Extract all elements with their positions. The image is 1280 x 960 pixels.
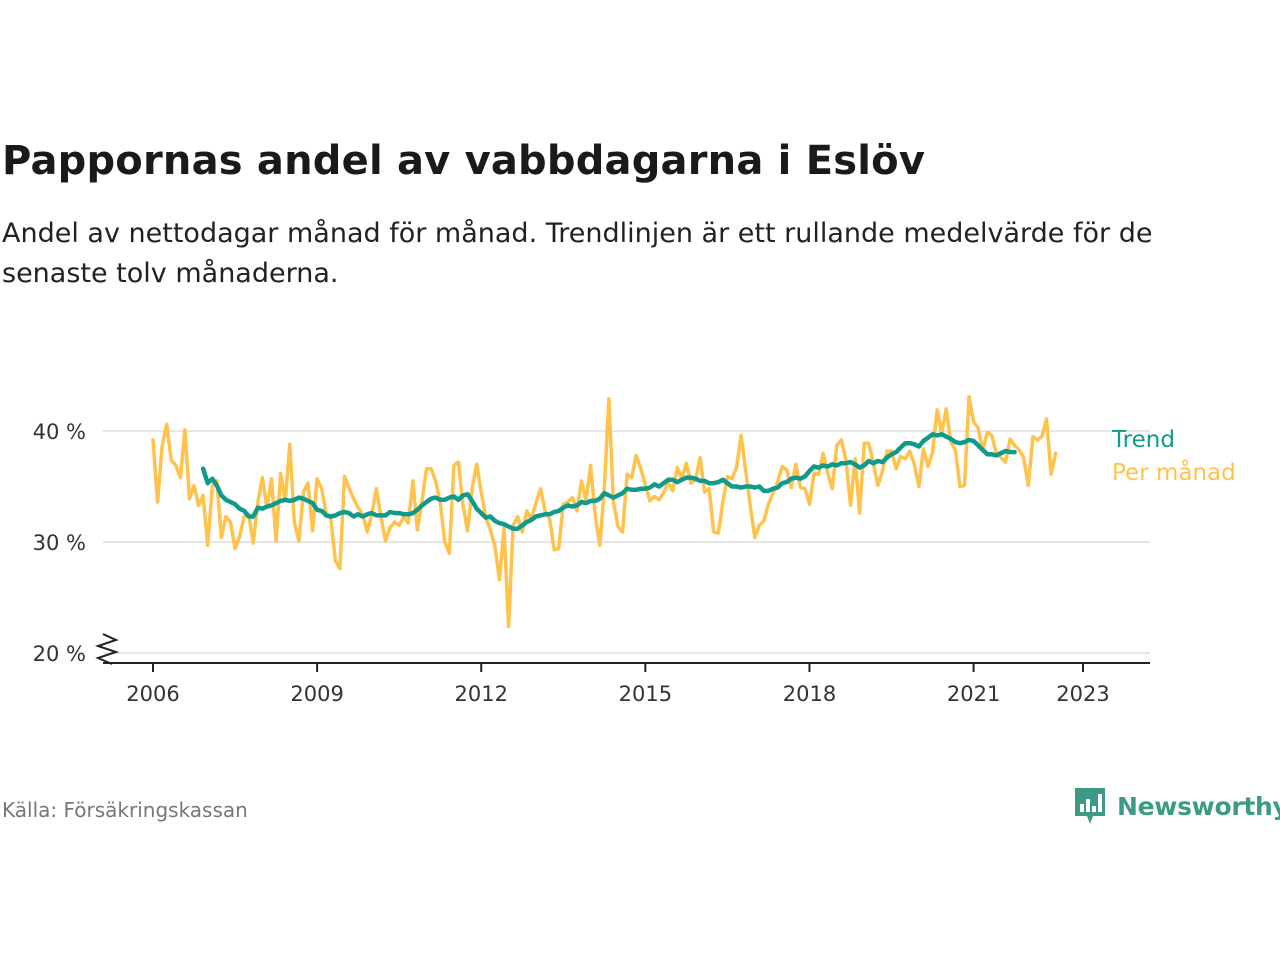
bar-chart-speech-bubble-icon bbox=[1075, 788, 1105, 824]
x-tick-label: 2012 bbox=[455, 682, 508, 706]
trend-line bbox=[200, 432, 1017, 531]
y-axis-ticks: 20 % 30 % 40 % bbox=[33, 420, 86, 666]
y-tick-label: 20 % bbox=[33, 642, 86, 666]
legend-trend-label: Trend bbox=[1111, 427, 1175, 453]
chart-title: Pappornas andel av vabbdagarna i Eslöv bbox=[2, 138, 926, 184]
brand-name: Newsworthy bbox=[1117, 791, 1280, 821]
x-axis-ticks: 2006 2009 2012 2015 2018 2021 2023 bbox=[126, 663, 1110, 706]
newsworthy-logo: Newsworthy bbox=[1073, 786, 1280, 826]
monthly-line bbox=[151, 394, 1058, 629]
x-tick-label: 2015 bbox=[619, 682, 672, 706]
x-tick-label: 2006 bbox=[126, 682, 179, 706]
x-tick-label: 2018 bbox=[783, 682, 836, 706]
chart-subtitle: Andel av nettodagar månad för månad. Tre… bbox=[2, 218, 1153, 289]
legend: Per månad Trend bbox=[1111, 427, 1236, 486]
x-tick-label: 2023 bbox=[1056, 682, 1109, 706]
series bbox=[151, 394, 1058, 629]
x-tick-label: 2009 bbox=[290, 682, 343, 706]
source-note: Källa: Försäkringskassan bbox=[2, 798, 248, 822]
y-tick-label: 30 % bbox=[33, 531, 86, 555]
y-tick-label: 40 % bbox=[33, 420, 86, 444]
legend-monthly-label: Per månad bbox=[1112, 458, 1236, 486]
y-axis-break-icon bbox=[94, 633, 120, 665]
line-chart: 20 % 30 % 40 % 2006 2009 2012 2015 2018 2021 202… bbox=[33, 394, 1236, 706]
gridlines bbox=[103, 430, 1150, 654]
x-tick-label: 2021 bbox=[947, 682, 1000, 706]
